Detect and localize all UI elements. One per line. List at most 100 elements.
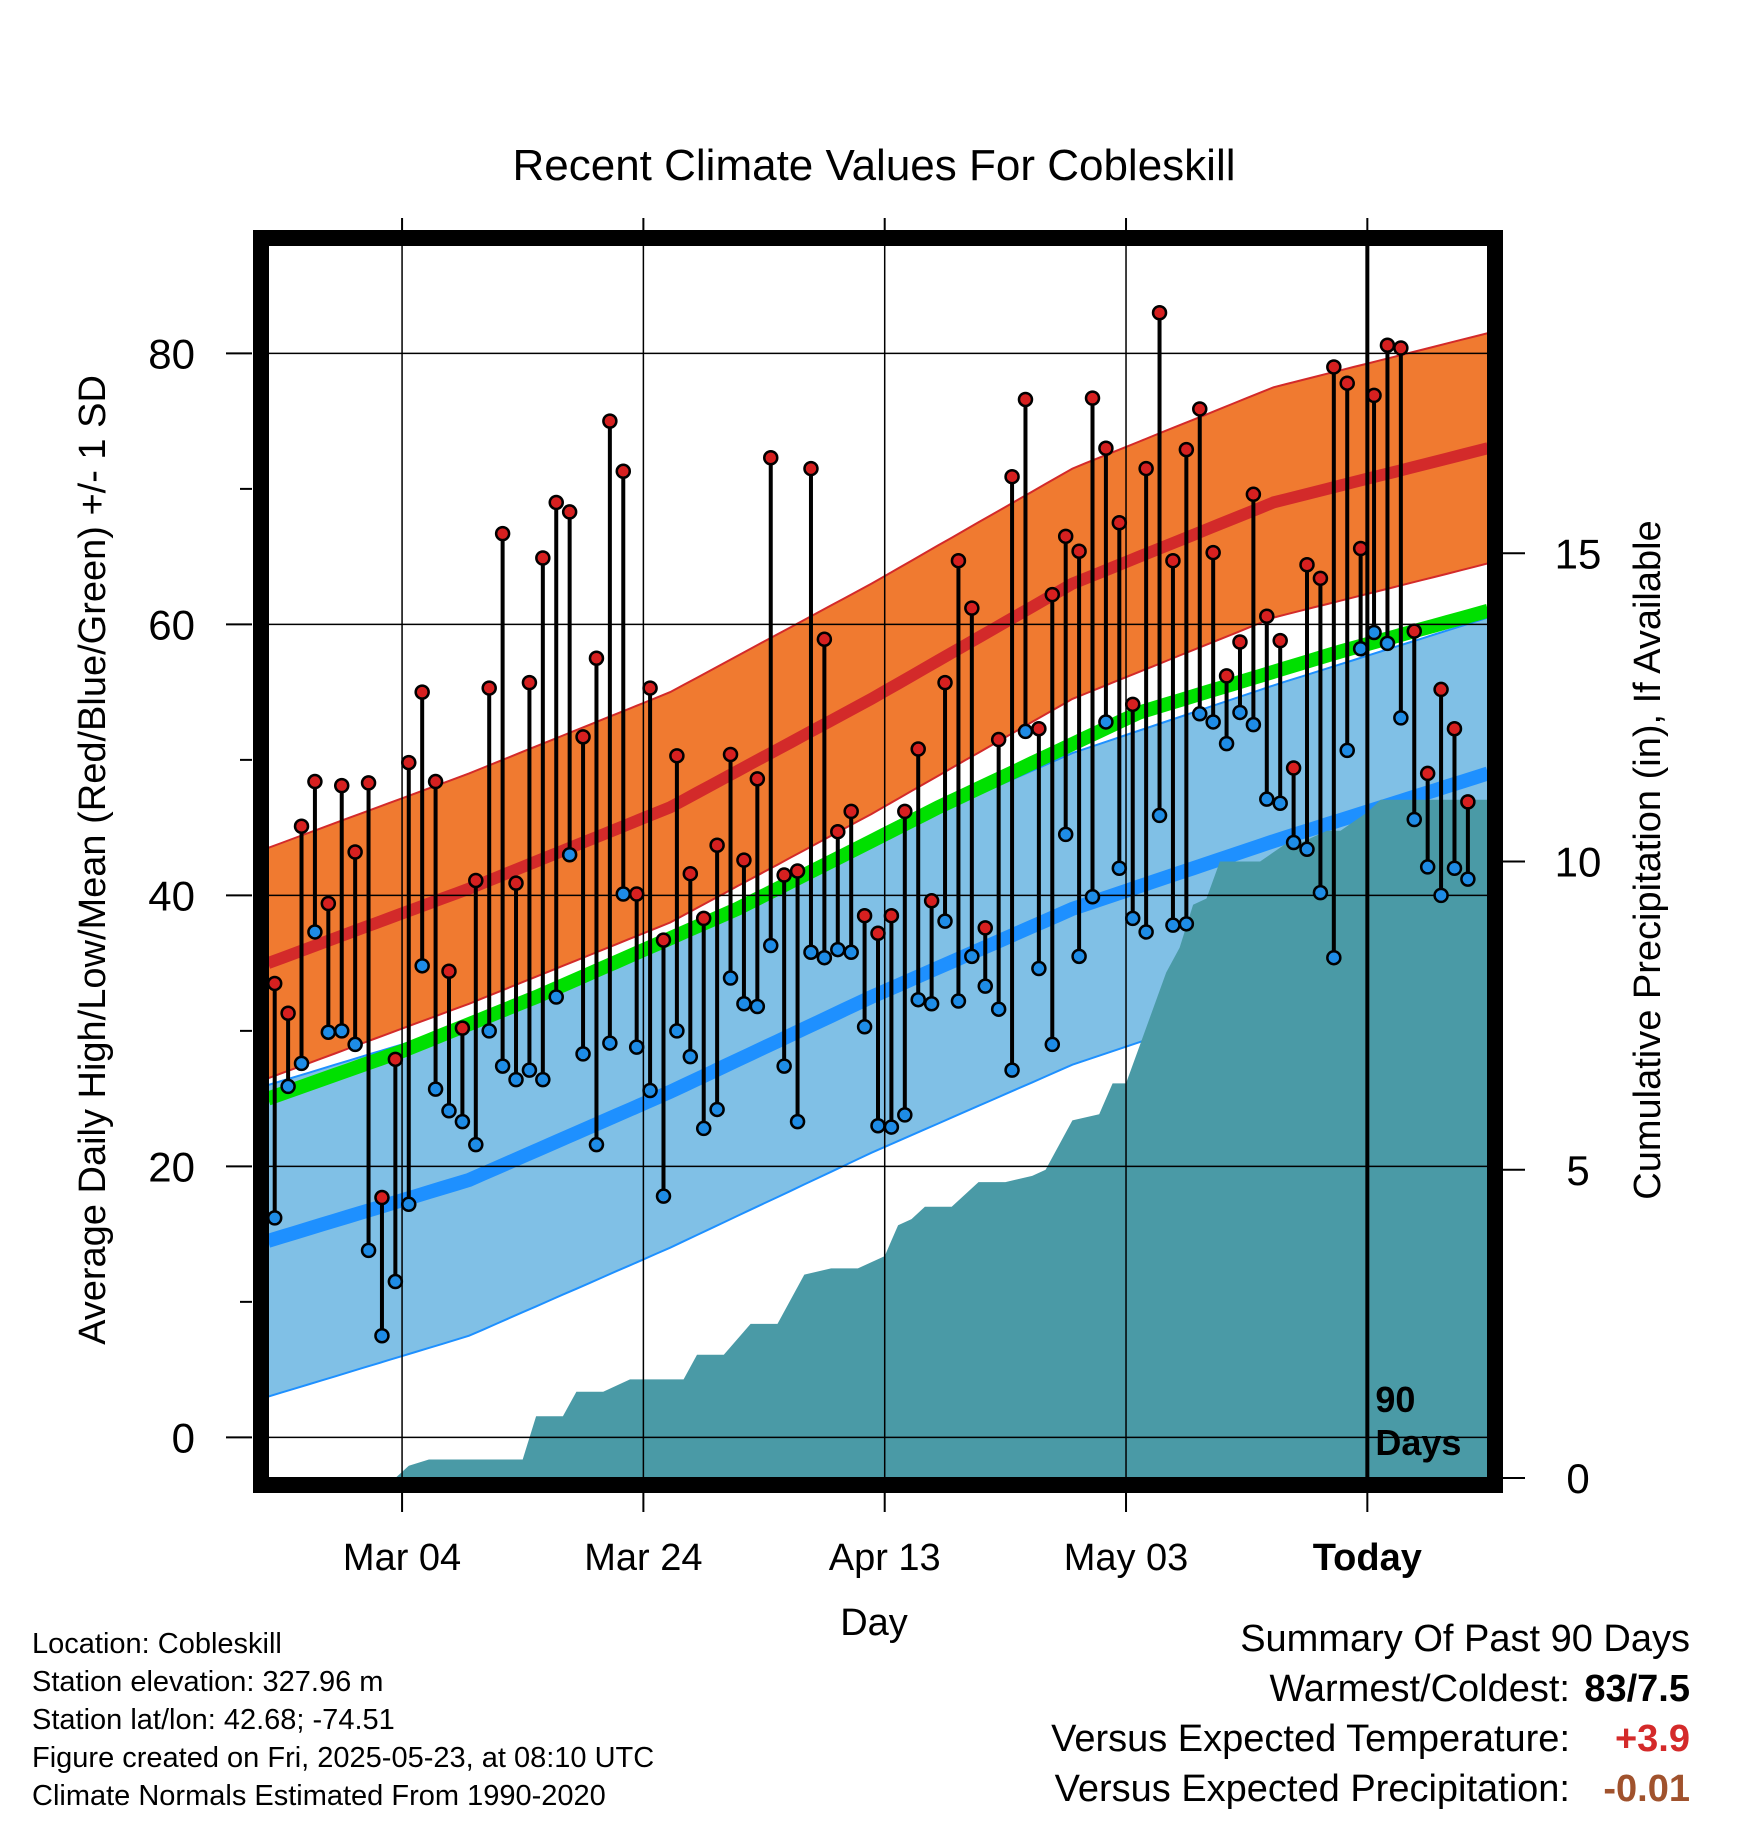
- daily-high-point: [642, 680, 658, 696]
- daily-low-point: [266, 1210, 283, 1226]
- y-axis-label: Average Daily High/Low/Mean (Red/Blue/Gr…: [72, 375, 114, 1345]
- daily-low-point: [1339, 742, 1355, 759]
- daily-high-point: [1285, 760, 1302, 776]
- daily-low-point: [816, 949, 833, 966]
- daily-high-point: [1339, 375, 1355, 391]
- daily-high-point: [1460, 794, 1476, 810]
- daily-low-point: [695, 1120, 712, 1137]
- daily-high-point: [803, 460, 819, 477]
- plot-frame: [253, 230, 1503, 1493]
- daily-low-point: [682, 1048, 699, 1065]
- x-tick-label-3: May 03: [1064, 1537, 1189, 1579]
- daily-low-point: [628, 1039, 645, 1055]
- daily-high-point: [1151, 304, 1168, 321]
- daily-low-point: [561, 846, 578, 863]
- daily-high-point: [1393, 340, 1409, 356]
- daily-low-point: [1419, 859, 1436, 875]
- daily-high-point: [481, 680, 497, 696]
- daily-low-point: [494, 1058, 511, 1074]
- summary-panel: Summary Of Past 90 Days Warmest/Coldest:…: [900, 1618, 1700, 1818]
- high-band-lower-edge: [268, 562, 1488, 1080]
- daily-high-point: [856, 907, 873, 924]
- daily-low-point: [1259, 791, 1275, 807]
- daily-low-point: [937, 913, 953, 929]
- daily-low-point: [1433, 887, 1449, 904]
- daily-high-point: [427, 773, 444, 790]
- normal-mean-line: [268, 604, 1488, 1106]
- daily-high-point: [1232, 634, 1248, 650]
- daily-high-point: [1098, 440, 1114, 456]
- daily-low-point: [1379, 635, 1396, 652]
- daily-low-point: [1326, 949, 1342, 966]
- daily-low-point: [441, 1103, 457, 1119]
- daily-low-point: [508, 1071, 524, 1088]
- station-location: Location: Cobleskill: [32, 1628, 282, 1660]
- daily-low-point: [1460, 871, 1476, 887]
- daily-high-point: [964, 600, 980, 616]
- daily-high-point: [1004, 468, 1020, 485]
- daily-low-point: [1084, 888, 1101, 905]
- daily-high-point: [494, 525, 511, 542]
- daily-high-point: [1165, 552, 1181, 569]
- summary-label-warmest-coldest: Warmest/Coldest:: [1269, 1668, 1570, 1710]
- daily-high-point: [1111, 515, 1128, 531]
- daily-high-point: [977, 920, 994, 936]
- daily-low-point: [1312, 884, 1329, 901]
- daily-high-point: [508, 875, 524, 891]
- x-tick-label-4: Today: [1313, 1537, 1422, 1579]
- daily-high-point: [1433, 681, 1449, 698]
- daily-low-point: [709, 1101, 725, 1118]
- daily-high-point: [870, 925, 886, 942]
- x-tick-label-2: Apr 13: [829, 1537, 941, 1579]
- daily-low-point: [1299, 841, 1315, 858]
- daily-high-point: [762, 449, 779, 466]
- daily-high-point: [1192, 401, 1208, 417]
- x-tick-label-0: Mar 04: [343, 1537, 461, 1579]
- daily-low-point: [360, 1242, 377, 1259]
- daily-high-point: [454, 1020, 471, 1036]
- daily-high-point: [561, 504, 578, 520]
- daily-high-point: [1312, 570, 1329, 587]
- daily-low-point: [1393, 710, 1409, 726]
- daily-low-point: [1406, 811, 1423, 828]
- daily-high-point: [950, 552, 967, 569]
- daily-low-point: [990, 1001, 1007, 1017]
- summary-value-temperature: +3.9: [1614, 1718, 1690, 1760]
- daily-low-point: [1004, 1062, 1020, 1078]
- daily-high-point: [535, 550, 551, 566]
- daily-low-point: [950, 993, 967, 1009]
- daily-high-point: [910, 741, 926, 757]
- daily-low-point: [736, 996, 752, 1012]
- station-info: Location: Cobleskill Station elevation: …: [32, 1625, 654, 1815]
- daily-low-point: [830, 941, 846, 958]
- x-tick-label-1: Mar 24: [584, 1537, 702, 1579]
- daily-low-point: [374, 1327, 390, 1344]
- daily-low-point: [1124, 910, 1141, 927]
- daily-high-point: [1379, 337, 1396, 354]
- daily-low-point: [964, 948, 980, 965]
- daily-high-point: [441, 963, 457, 980]
- daily-high-point: [414, 684, 430, 700]
- daily-high-point: [1299, 557, 1315, 573]
- daily-low-point: [454, 1113, 471, 1130]
- daily-low-point: [427, 1081, 444, 1097]
- daily-low-point: [897, 1107, 913, 1123]
- y2-axis-label: Cumulative Precipitation (in), If Availa…: [1627, 520, 1669, 1199]
- summary-label-temperature: Versus Expected Temperature:: [1051, 1718, 1570, 1760]
- daily-high-point: [1419, 765, 1436, 782]
- daily-low-point: [387, 1273, 404, 1290]
- y2-tick-label-5: 5: [1566, 1147, 1589, 1194]
- daily-high-point: [722, 746, 739, 763]
- today-marker-label-days: Days: [1375, 1422, 1461, 1463]
- daily-high-point: [1205, 544, 1221, 561]
- daily-low-point: [1071, 948, 1087, 965]
- daily-low-point: [977, 978, 994, 994]
- station-latlon: Station lat/lon: 42.68; -74.51: [32, 1704, 395, 1736]
- daily-low-point: [1165, 917, 1181, 933]
- daily-high-point: [923, 893, 940, 909]
- daily-low-point: [588, 1136, 605, 1153]
- daily-low-point: [1272, 795, 1288, 811]
- daily-low-point: [856, 1019, 873, 1035]
- y-tick-label-80: 80: [148, 330, 195, 377]
